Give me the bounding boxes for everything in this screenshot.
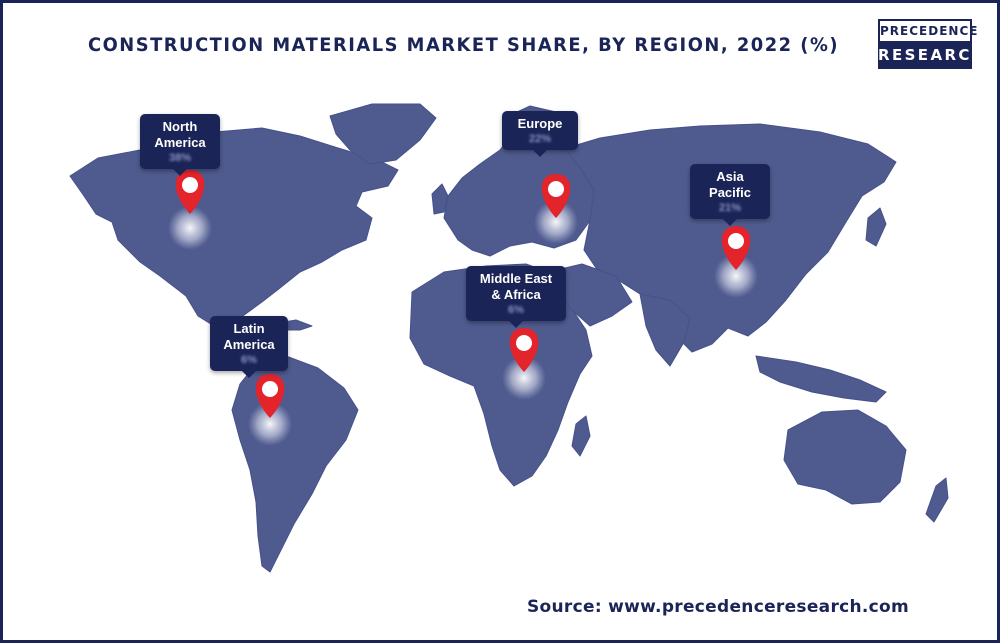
region-share: 6% xyxy=(241,354,257,366)
middle-east-africa-callout: Middle East & Africa 6% xyxy=(466,266,566,328)
logo-line-1: PRECEDENCE xyxy=(878,19,977,41)
europe-callout: Europe 22% xyxy=(502,111,578,157)
india-subcontinent xyxy=(639,293,691,367)
north-america-map-pin-icon xyxy=(175,170,205,214)
north-america-callout: North America 38% xyxy=(140,114,220,176)
region-share: 21% xyxy=(718,202,742,214)
north-america-marker-glow xyxy=(168,206,212,250)
latin-america-marker-glow xyxy=(248,402,292,446)
region-label: Europe xyxy=(517,116,563,131)
middle-east-africa-marker-glow xyxy=(502,356,546,400)
region-share: 38% xyxy=(168,152,192,164)
region-share: 6% xyxy=(508,304,524,316)
north-america-landmass xyxy=(69,127,399,327)
australia-landmass xyxy=(783,409,907,505)
japan-island xyxy=(865,207,887,247)
latin-america-map-pin-icon xyxy=(255,374,285,418)
logo-line-2: RESEARCH xyxy=(878,41,984,69)
region-label: Asia Pacific xyxy=(709,169,751,200)
europe-marker-glow xyxy=(534,200,578,244)
asia-pacific-callout: Asia Pacific 21% xyxy=(690,164,770,226)
madagascar-island xyxy=(571,415,591,457)
region-share: 22% xyxy=(528,133,552,145)
middle-east-africa-map-pin-icon xyxy=(509,328,539,372)
asia-pacific-map-pin-icon xyxy=(721,226,751,270)
asia-pacific-marker-glow xyxy=(714,254,758,298)
southeast-asia-islands xyxy=(755,355,887,403)
south-america-landmass xyxy=(231,355,359,573)
greenland-landmass xyxy=(329,103,437,165)
region-label: North America xyxy=(154,119,206,150)
chart-title: CONSTRUCTION MATERIALS MARKET SHARE, BY … xyxy=(88,34,840,56)
latin-america-callout: Latin America 6% xyxy=(210,316,288,378)
new-zealand-islands xyxy=(925,477,949,523)
region-label: Latin America xyxy=(223,321,275,352)
uk-island xyxy=(431,183,449,215)
europe-map-pin-icon xyxy=(541,174,571,218)
region-label: Middle East & Africa xyxy=(479,271,553,302)
precedence-research-logo: PRECEDENCE RESEARCH xyxy=(878,19,984,71)
source-attribution: Source: www.precedenceresearch.com xyxy=(527,597,910,617)
